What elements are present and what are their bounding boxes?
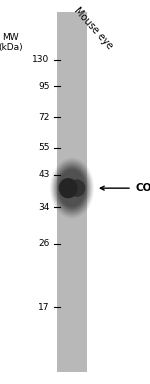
Ellipse shape: [54, 162, 90, 214]
Ellipse shape: [51, 159, 93, 217]
Text: 130: 130: [32, 55, 50, 64]
Ellipse shape: [52, 161, 92, 215]
Text: 34: 34: [38, 203, 50, 212]
Text: CORD2: CORD2: [135, 183, 150, 193]
Text: 55: 55: [38, 143, 50, 152]
Text: Mouse eye: Mouse eye: [72, 5, 115, 51]
Ellipse shape: [55, 164, 89, 212]
Text: 17: 17: [38, 303, 50, 312]
Ellipse shape: [56, 166, 88, 210]
Ellipse shape: [50, 158, 94, 218]
Ellipse shape: [69, 179, 85, 197]
Text: 26: 26: [38, 239, 50, 248]
Text: 43: 43: [38, 170, 50, 179]
Ellipse shape: [58, 169, 86, 207]
Text: MW
(kDa): MW (kDa): [0, 33, 23, 52]
Text: 95: 95: [38, 82, 50, 91]
Ellipse shape: [57, 167, 87, 209]
Text: 72: 72: [38, 113, 50, 122]
Ellipse shape: [59, 178, 78, 198]
